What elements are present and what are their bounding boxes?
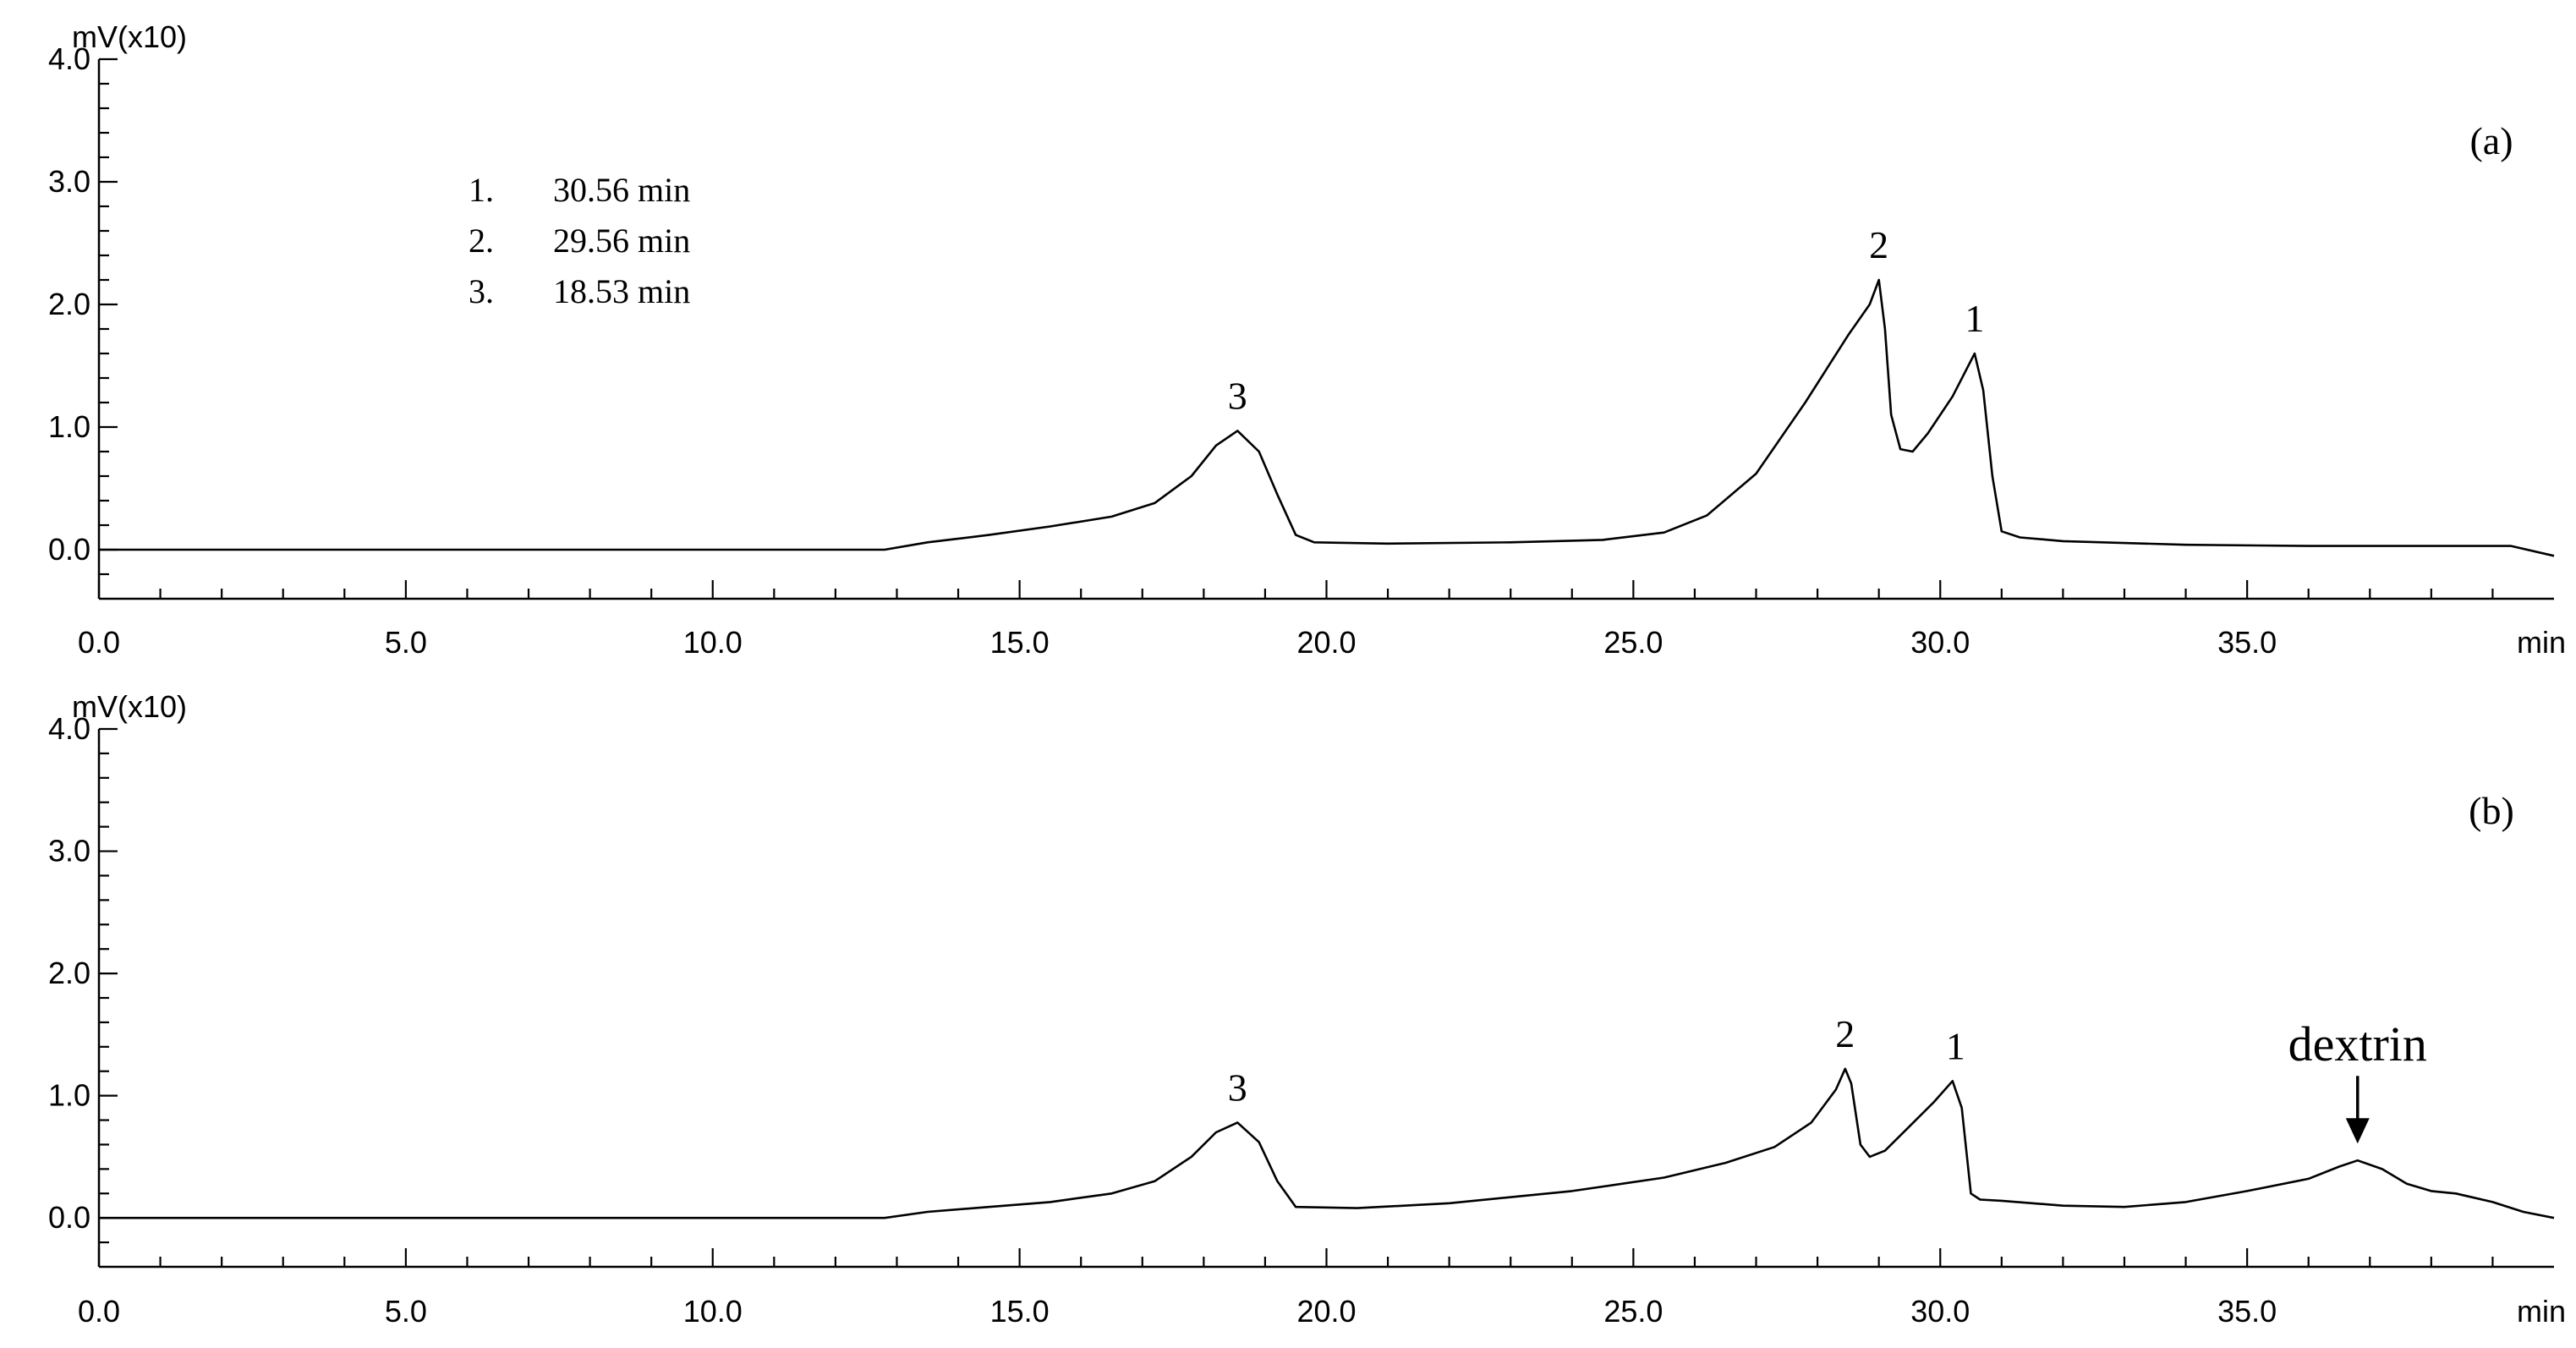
p2-y-tick-label: 2.0 [48, 956, 90, 990]
p2-x-tick-label: 5.0 [385, 1294, 427, 1329]
p2-panel-label: (b) [2469, 789, 2514, 832]
p1-x-tick-label: 35.0 [2217, 625, 2277, 660]
p1-x-tick-label: 5.0 [385, 625, 427, 660]
p2-dextrin-arrow-head [2345, 1118, 2370, 1144]
p1-legend-time: 29.56 min [553, 222, 690, 260]
p1-y-tick-label: 3.0 [48, 164, 90, 199]
p2-x-tick-label: 30.0 [1910, 1294, 1970, 1329]
p2-x-axis-label: min [2517, 1294, 2566, 1329]
p2-x-tick-label: 10.0 [683, 1294, 743, 1329]
p1-y-tick-label: 0.0 [48, 532, 90, 567]
p1-x-tick-label: 20.0 [1296, 625, 1356, 660]
p1-x-tick-label: 25.0 [1603, 625, 1663, 660]
chart-panel-a: 0.0 5.0 10.0 15.0 20.0 25.0 30.0 35.0 min 0.0 1.0 2… [48, 19, 2566, 660]
p1-peak-label-1: 1 [1965, 297, 1984, 340]
p1-legend-time: 30.56 min [553, 171, 690, 209]
p1-y-axis-label: mV(x10) [72, 19, 187, 54]
p2-peak-label-1: 1 [1946, 1024, 1965, 1067]
p2-chromatogram-trace [99, 1067, 2555, 1219]
p2-y-tick-label: 3.0 [48, 834, 90, 869]
p1-panel-label: (a) [2469, 119, 2513, 162]
p1-y-tick-label: 1.0 [48, 409, 90, 444]
p1-x-axis-label: min [2517, 625, 2566, 660]
p2-x-tick-label: 15.0 [990, 1294, 1050, 1329]
p2-x-tick-label: 25.0 [1603, 1294, 1663, 1329]
p2-y-axis-label: mV(x10) [72, 689, 187, 724]
p1-legend-number: 3. [469, 272, 494, 310]
p2-y-tick-label: 4.0 [48, 711, 90, 746]
p2-y-tick-label: 1.0 [48, 1078, 90, 1113]
p1-x-tick-label: 30.0 [1910, 625, 1970, 660]
p2-y-tick-label: 0.0 [48, 1200, 90, 1235]
p1-x-tick-label: 10.0 [683, 625, 743, 660]
p1-chromatogram-trace [99, 278, 2555, 557]
p1-peak-label-2: 2 [1869, 223, 1888, 266]
p1-y-tick-label: 2.0 [48, 287, 90, 321]
p2-peak-label-3: 3 [1228, 1066, 1247, 1109]
p2-dextrin-annotation: dextrin [2288, 1016, 2427, 1071]
p1-legend-number: 1. [469, 171, 494, 209]
p1-legend-time: 18.53 min [553, 272, 690, 310]
p1-peak-label-3: 3 [1228, 374, 1247, 417]
chart-panel-b: 0.0 5.0 10.0 15.0 20.0 25.0 30.0 35.0 min 0.0 1.0 2… [48, 689, 2566, 1329]
p2-x-tick-label: 0.0 [78, 1294, 120, 1329]
p2-x-tick-label: 35.0 [2217, 1294, 2277, 1329]
p2-x-tick-label: 20.0 [1296, 1294, 1356, 1329]
p2-peak-label-2: 2 [1835, 1012, 1855, 1055]
p1-x-tick-label: 15.0 [990, 625, 1050, 660]
p1-legend-number: 2. [469, 222, 494, 260]
p1-x-tick-label: 0.0 [78, 625, 120, 660]
p1-y-tick-label: 4.0 [48, 41, 90, 76]
